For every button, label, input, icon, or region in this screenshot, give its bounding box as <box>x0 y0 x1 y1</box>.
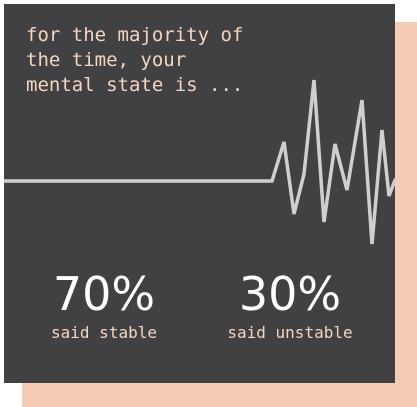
stat-unstable-label: said unstable <box>200 322 380 344</box>
heartbeat-wave-icon <box>4 64 395 264</box>
stat-stable: 70% said stable <box>14 266 194 344</box>
stat-unstable-value: 30% <box>200 266 380 322</box>
stat-stable-value: 70% <box>14 266 194 322</box>
heartbeat-line <box>4 80 395 244</box>
stat-stable-label: said stable <box>14 322 194 344</box>
infographic-card: for the majority of the time, your menta… <box>4 4 395 383</box>
stat-unstable: 30% said unstable <box>200 266 380 344</box>
